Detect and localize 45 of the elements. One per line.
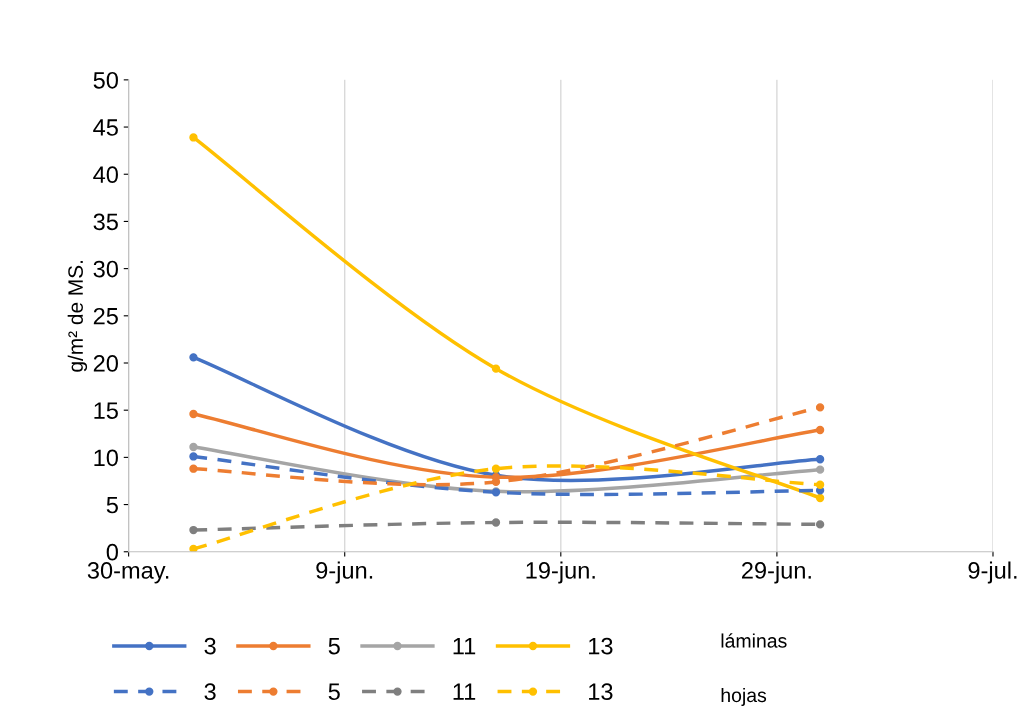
legend-label: 5 (328, 683, 340, 701)
point (815, 403, 825, 412)
y-tick-label: 20 (93, 355, 118, 372)
point (189, 409, 198, 419)
legend-label: 5 (328, 637, 340, 655)
x-tick-label: 30-may. (87, 562, 169, 584)
text: hojas (721, 687, 767, 707)
text: láminas (721, 633, 787, 648)
y-tick-label: 30 (93, 260, 118, 278)
x-tick-label: 19-jun. (526, 561, 595, 584)
point (189, 464, 198, 473)
y-tick-label: 15 (94, 402, 118, 419)
x-tick-label: 29-jun. (741, 561, 811, 584)
x-tick-label: 9-jul. (968, 561, 1017, 584)
y-tick-label: 10 (94, 449, 118, 467)
legend-label: 13 (589, 637, 613, 655)
legend-label: 11 (453, 637, 476, 655)
y-tick-label: 50 (93, 71, 118, 89)
legend-label: 3 (204, 637, 216, 655)
point (815, 455, 825, 464)
point (491, 364, 501, 373)
y-axis-title: g/m² de MS. (67, 260, 88, 372)
y-tick-label: 45 (93, 119, 118, 136)
legend-label: 11 (453, 683, 476, 700)
point (815, 465, 825, 474)
point (491, 464, 501, 473)
y-tick-label: 40 (93, 166, 118, 184)
point (815, 493, 825, 503)
y-tick-label: 5 (106, 496, 118, 514)
y-tick-label: 35 (93, 213, 118, 231)
point (189, 544, 198, 552)
point (189, 525, 198, 535)
point (189, 133, 198, 142)
point (815, 520, 825, 529)
point (491, 518, 501, 527)
legend-label: 13 (589, 683, 613, 701)
point (189, 452, 198, 461)
y-tick-label: 25 (93, 307, 118, 325)
y-tick-label: 0 (106, 543, 118, 561)
point (189, 353, 198, 362)
point (815, 425, 825, 435)
legend-label: 3 (204, 683, 216, 701)
x-tick-label: 9-jun. (316, 561, 373, 584)
point (815, 480, 825, 489)
point (189, 442, 198, 452)
